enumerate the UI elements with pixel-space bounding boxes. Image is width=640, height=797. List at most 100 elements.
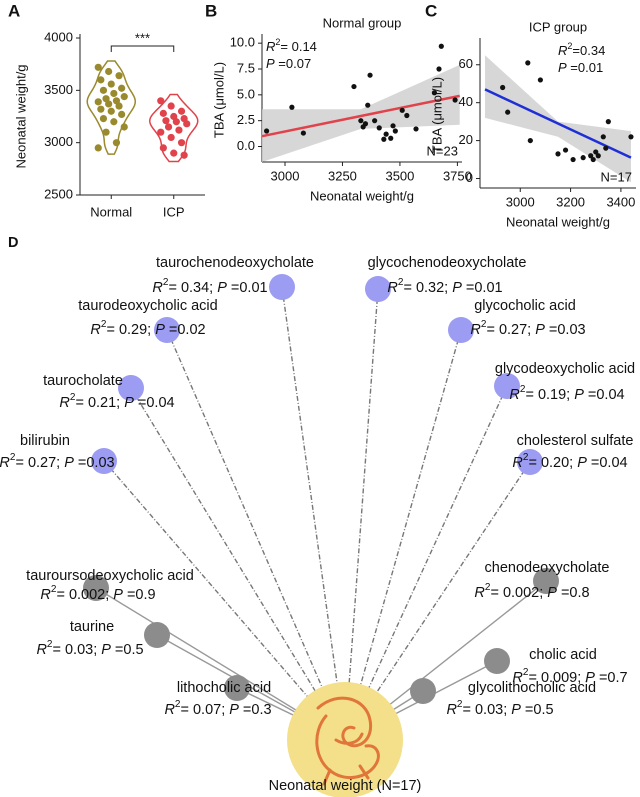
chart-title: ICP group — [529, 19, 587, 34]
y-tick-label: 5.0 — [237, 86, 255, 101]
point — [118, 110, 126, 119]
point — [120, 93, 128, 101]
node — [224, 675, 250, 701]
y-axis-label: TBA (μmol/L) — [429, 77, 444, 153]
n-label: N=23 — [427, 143, 458, 158]
r2-value: = 0.19; — [525, 387, 570, 403]
point — [97, 76, 105, 84]
y-tick-label: 3500 — [44, 82, 73, 97]
r2-value: = 0.27; — [15, 455, 60, 471]
p-label: P — [229, 702, 239, 718]
y-tick-label: 20 — [459, 132, 473, 147]
point — [452, 97, 458, 103]
panel-label: C — [425, 1, 437, 20]
r2-value: = 0.03; — [462, 702, 507, 718]
node — [154, 317, 180, 343]
r-label: R — [558, 43, 567, 58]
p-label: P — [585, 670, 595, 686]
node — [484, 648, 510, 674]
node-label: lithocholic acid — [177, 680, 271, 696]
r2-value: =0.34 — [572, 43, 605, 58]
node-stat: R2= 0.002; P =0.8 — [474, 582, 589, 601]
point — [107, 107, 115, 115]
sup: 2 — [10, 452, 16, 463]
y-tick-label: 60 — [459, 56, 473, 71]
point — [562, 147, 569, 153]
point — [413, 126, 419, 132]
node-stat: R2= 0.32; P =0.01 — [387, 277, 502, 296]
point — [115, 72, 123, 80]
point — [580, 155, 586, 161]
sup: 2 — [457, 699, 463, 710]
sup: 2 — [47, 639, 53, 650]
point — [399, 107, 405, 113]
r-label: R — [387, 280, 398, 296]
sup: 2 — [523, 452, 529, 463]
stat: P =0.01 — [558, 60, 603, 75]
r-label: R — [152, 280, 163, 296]
r2-value: = 0.03; — [52, 642, 97, 658]
node — [448, 317, 474, 343]
point — [164, 123, 173, 131]
point — [289, 104, 295, 110]
sup: 2 — [70, 392, 76, 403]
point — [358, 118, 364, 124]
p-label: P — [266, 56, 275, 71]
x-tick-label: 3250 — [328, 168, 357, 183]
point — [170, 149, 178, 157]
p-value: =0.01 — [567, 60, 604, 75]
node — [494, 373, 520, 399]
x-tick-label: 3000 — [271, 168, 300, 183]
p-value: =0.07 — [275, 56, 312, 71]
node — [410, 678, 436, 704]
node-stat: R2= 0.27; P =0.03 — [0, 452, 115, 471]
point — [365, 102, 371, 108]
point — [525, 60, 531, 66]
node-label: taurodeoxycholic acid — [78, 298, 217, 314]
r-label: R — [40, 587, 51, 603]
node-stat: R2= 0.07; P =0.3 — [164, 699, 271, 718]
point — [159, 144, 167, 152]
node — [517, 449, 543, 475]
sup: 2 — [175, 699, 181, 710]
node-stat: R2= 0.03; P =0.5 — [446, 699, 553, 718]
p-label: P — [217, 280, 227, 296]
point — [177, 139, 186, 147]
p-value: =0.5 — [111, 642, 144, 658]
fit-line — [261, 94, 460, 138]
node-stat: R2= 0.34; P =0.01 — [152, 277, 267, 296]
point — [603, 145, 609, 151]
node-stat: R2= 0.29; P =0.02 — [90, 319, 205, 338]
r-label: R — [446, 702, 457, 718]
r2-value: = 0.002; — [56, 587, 109, 603]
point — [570, 156, 576, 163]
r-label: R — [164, 702, 175, 718]
sup: 2 — [51, 584, 57, 595]
x-tick-label: 3400 — [606, 194, 635, 209]
r-label: R — [512, 455, 523, 471]
point — [167, 133, 175, 142]
point — [593, 149, 599, 155]
point — [628, 134, 634, 140]
x-tick-label: Normal — [90, 204, 132, 219]
n-label: N=17 — [601, 169, 632, 184]
r2-value: = 0.14 — [280, 39, 317, 54]
node — [118, 375, 144, 401]
node — [91, 448, 117, 474]
point — [167, 102, 175, 110]
point — [263, 128, 270, 134]
node-stat: R2= 0.19; P =0.04 — [509, 384, 624, 403]
sup: 2 — [101, 319, 107, 330]
point — [351, 83, 357, 90]
point — [180, 151, 188, 159]
edge — [344, 288, 379, 741]
r2-value: = 0.009; — [528, 670, 581, 686]
r-label: R — [36, 642, 47, 658]
annotation: *** — [135, 30, 150, 45]
node-label: taurocholate — [43, 373, 123, 389]
point — [527, 137, 533, 144]
node-label: cholesterol sulfate — [517, 433, 634, 449]
point — [105, 100, 113, 108]
r-label: R — [90, 322, 101, 338]
point — [159, 109, 167, 117]
